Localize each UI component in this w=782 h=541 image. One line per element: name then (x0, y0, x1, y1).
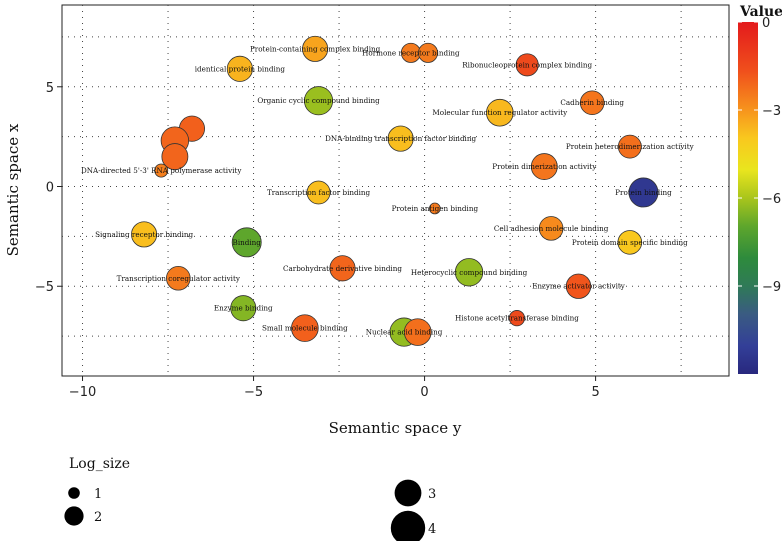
x-tick-label: 5 (591, 385, 599, 400)
data-point-label: Protein antigen binding (392, 204, 479, 213)
data-point (617, 134, 642, 159)
data-point (231, 227, 262, 258)
data-point (306, 180, 331, 205)
data-point (617, 230, 643, 255)
data-point-label: identical protein binding (195, 64, 286, 73)
data-point-label: Transcription factor binding (267, 188, 371, 197)
data-point (628, 177, 659, 208)
size-legend-circle (394, 479, 422, 507)
size-legend-circle (64, 506, 84, 526)
data-point-label: Organic cyclic compound binding (257, 96, 380, 105)
data-point-label: Binding (233, 238, 262, 247)
data-point-label: Nuclear acid binding (366, 328, 443, 337)
data-point (508, 310, 526, 327)
size-legend-label: 3 (428, 487, 436, 502)
color-legend: Value 0 −3 −6 −9 (738, 4, 782, 374)
x-axis: −10 −5 0 5 (69, 376, 600, 400)
data-point (403, 318, 432, 346)
data-point-label: Signaling receptor binding (95, 230, 193, 239)
points-layer (131, 35, 659, 347)
size-legend-label: 4 (428, 522, 436, 537)
data-point (303, 86, 334, 116)
data-point (515, 53, 539, 77)
y-tick-label: −5 (35, 280, 54, 295)
point-labels-layer: Protein-containing complex bindingHormon… (81, 44, 695, 336)
color-legend-title: Value (739, 4, 782, 20)
x-tick-label: 0 (420, 385, 428, 400)
size-legend-circle (68, 487, 80, 499)
data-point (166, 265, 191, 291)
data-point (329, 255, 356, 282)
data-point (291, 314, 319, 342)
data-point (538, 216, 564, 241)
data-point-label: Protein-containing complex binding (250, 44, 381, 53)
color-legend-tick-label: −9 (762, 280, 781, 295)
x-axis-title: Semantic space y (329, 419, 462, 437)
data-point (387, 125, 414, 152)
color-legend-tick-label: −3 (762, 104, 781, 119)
data-point-label: Cadherin binding (560, 98, 624, 107)
data-point (417, 42, 438, 63)
data-point (226, 55, 253, 82)
data-point-label: DNA-directed 5'-3' RNA polymerase activi… (81, 166, 242, 175)
data-point-label: Protein binding (615, 188, 672, 197)
y-tick-label: 5 (46, 81, 54, 96)
size-legend-circle (390, 510, 426, 541)
data-point-label: Protein dimerization activity (492, 162, 597, 171)
data-point-label: Heterocyclic compound binding (411, 268, 528, 277)
size-legend: Log_size 1 2 3 4 (64, 456, 436, 541)
data-point-label: DNA-binding transcription factor binding (325, 134, 476, 143)
data-point (230, 295, 257, 322)
data-point (154, 163, 169, 178)
data-point (486, 98, 514, 127)
color-legend-tick-label: 0 (762, 16, 770, 31)
data-point (579, 90, 605, 116)
data-point-label: Molecular function regulator activity (432, 108, 568, 117)
data-point (454, 258, 484, 287)
size-legend-label: 2 (94, 510, 102, 525)
data-point-label: Ribonucleoprotein complex binding (462, 60, 592, 69)
data-point-label: Protein domain specific binding (572, 238, 688, 247)
data-point-label: Histone acetyltransferase binding (455, 314, 579, 323)
data-point-label: Carbohydrate derivative binding (283, 264, 402, 273)
plot-panel (61, 4, 730, 377)
data-point-label: Transcription coregulator activity (117, 274, 241, 283)
y-axis: −5 0 5 (35, 81, 62, 295)
data-point-label: Protein heterodimerization activity (566, 142, 695, 151)
data-point (530, 153, 558, 180)
y-axis-title: Semantic space x (4, 123, 22, 256)
color-legend-bar (738, 22, 758, 374)
data-point-label: Cell adhesion molecule binding (494, 224, 609, 233)
color-legend-tick-label: −6 (762, 192, 781, 207)
size-legend-label: 1 (94, 487, 102, 502)
size-legend-title: Log_size (69, 456, 130, 472)
data-point-label: Enzyme activator activity (532, 282, 626, 291)
x-tick-label: −10 (69, 385, 96, 400)
data-point (131, 221, 158, 248)
data-point (565, 273, 592, 299)
data-point-label: Small molecule binding (262, 324, 348, 333)
y-tick-label: 0 (46, 181, 54, 196)
data-point (302, 35, 329, 62)
data-point-label: Hormone receptor binding (362, 48, 460, 57)
data-point-label: Enzyme binding (214, 304, 273, 313)
x-tick-label: −5 (244, 385, 263, 400)
data-point (429, 202, 441, 215)
data-point (161, 143, 189, 171)
